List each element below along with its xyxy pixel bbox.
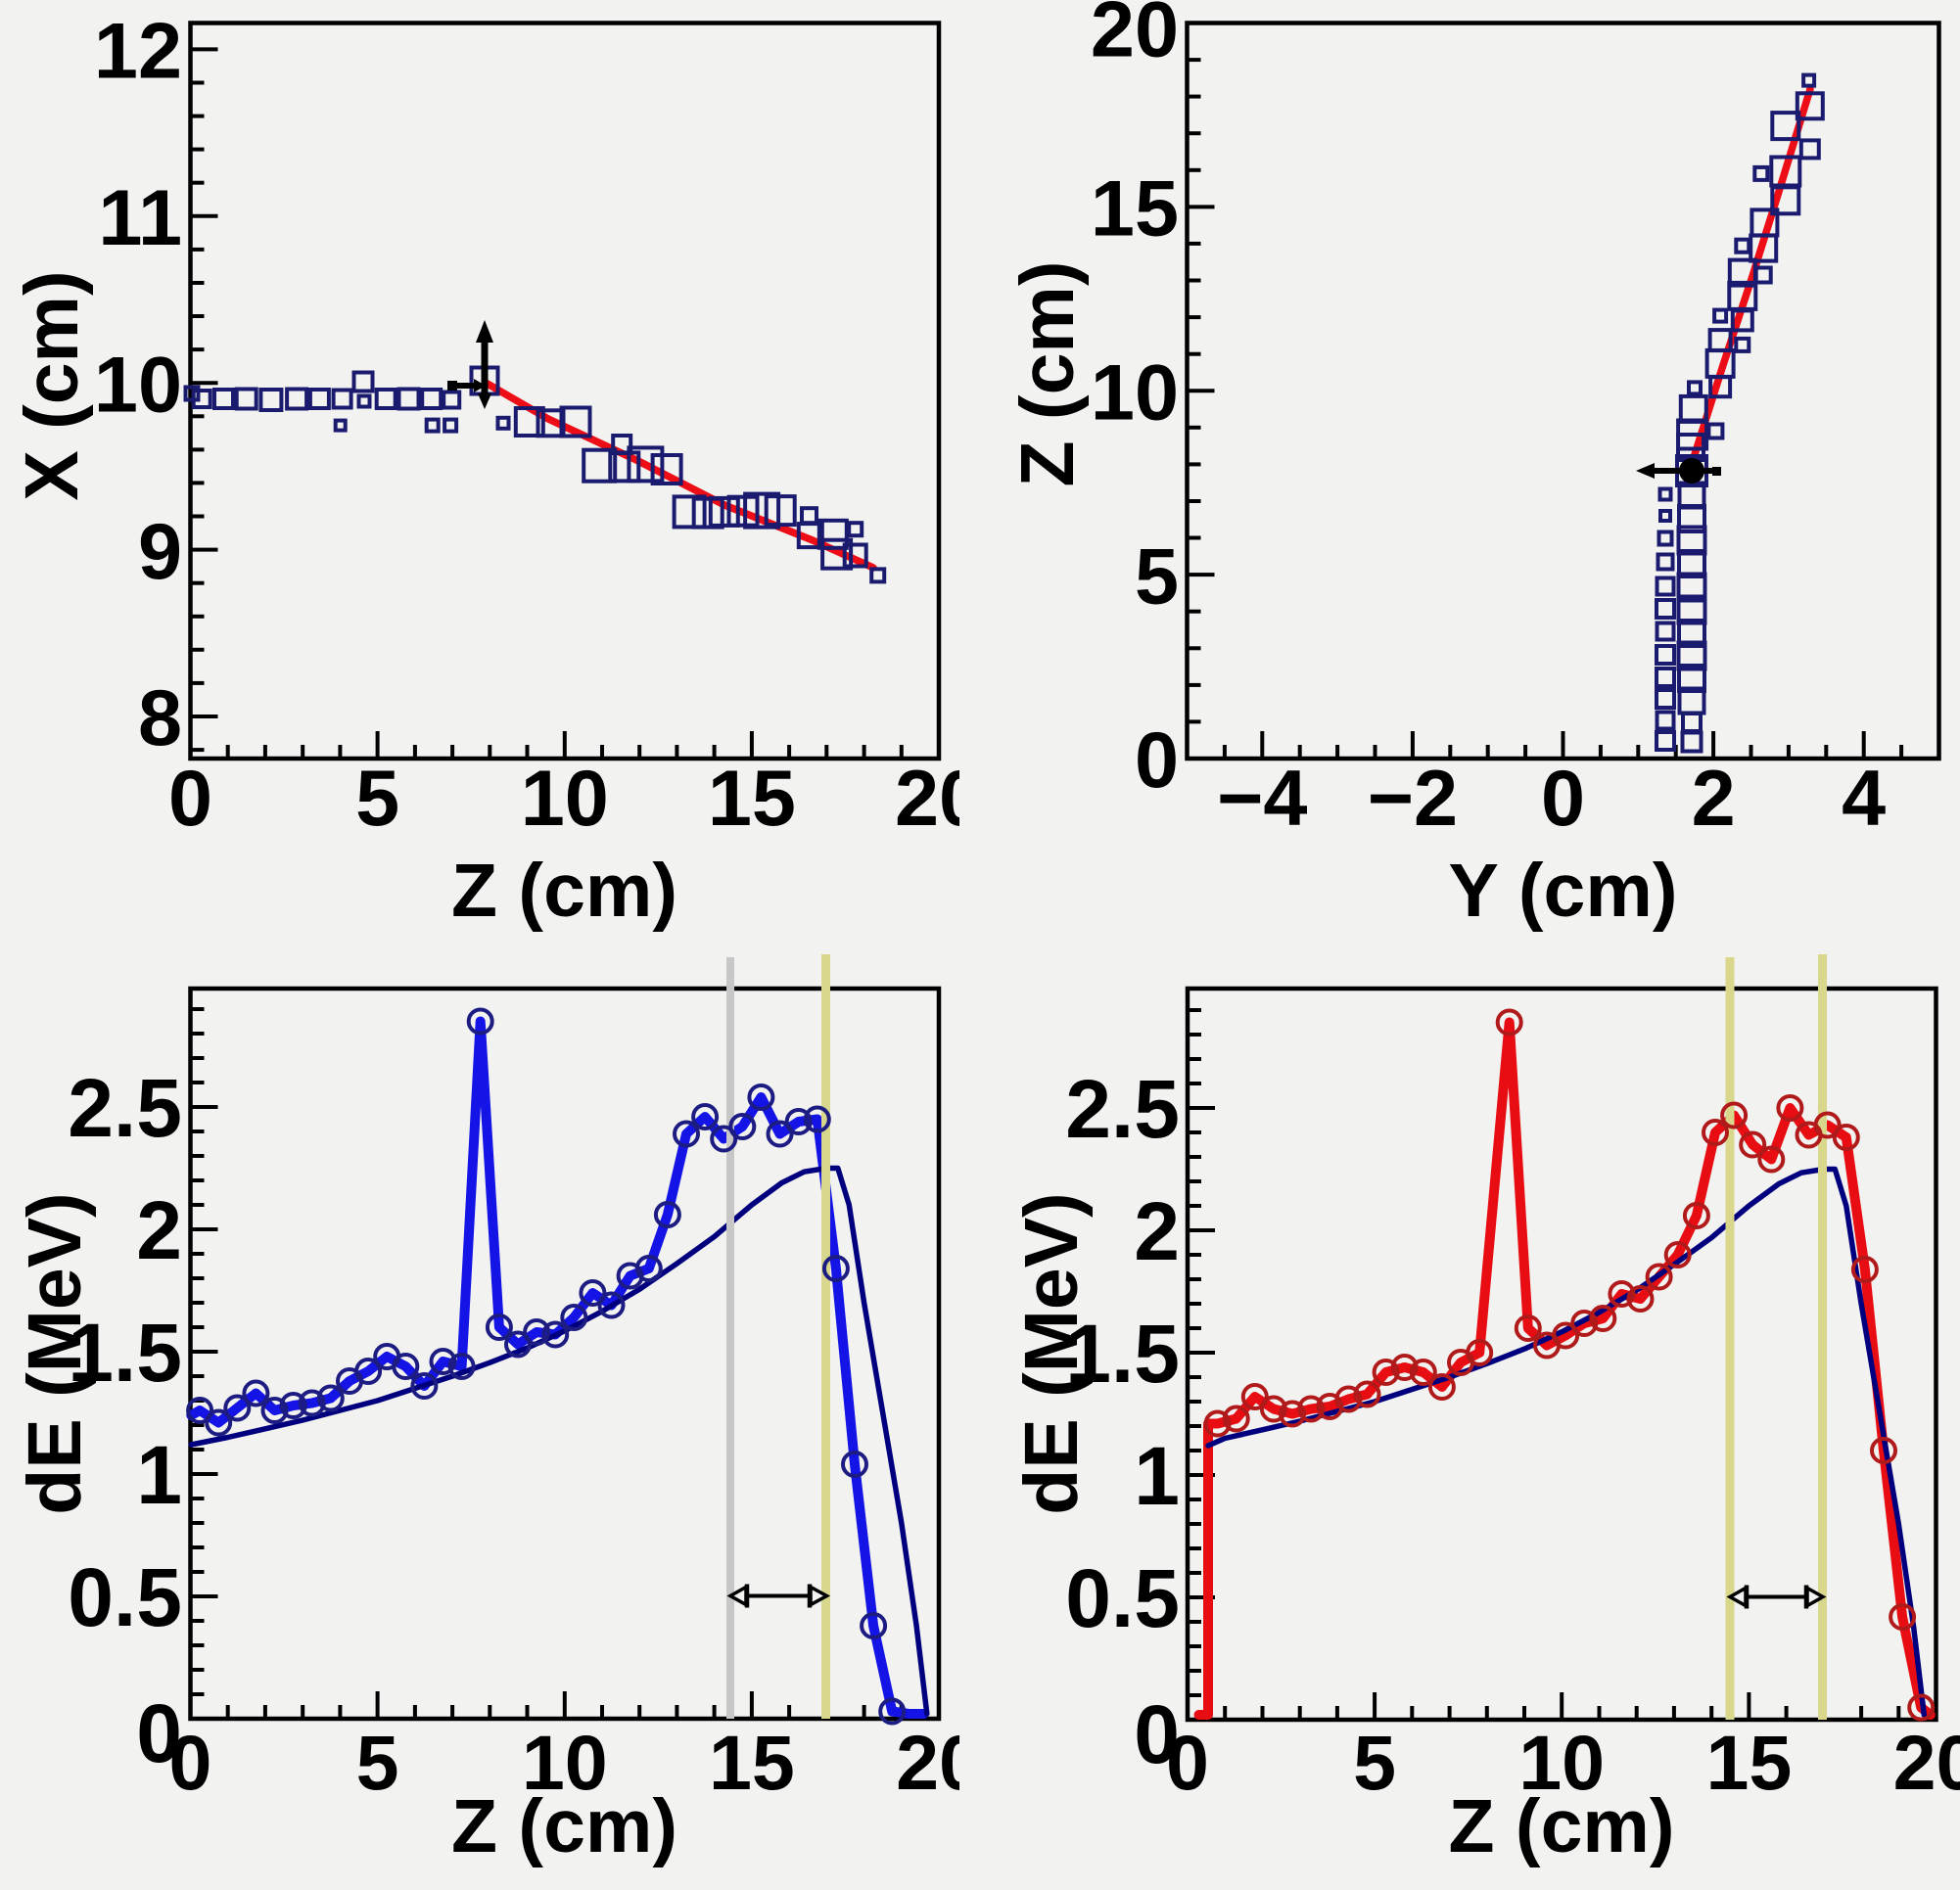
svg-text:10: 10 xyxy=(522,1719,608,1806)
svg-text:12: 12 xyxy=(94,8,182,96)
svg-text:dE (MeV): dE (MeV) xyxy=(13,1192,97,1514)
svg-text:2.5: 2.5 xyxy=(1065,1063,1180,1155)
svg-text:0: 0 xyxy=(1135,716,1179,805)
svg-text:0: 0 xyxy=(1134,1688,1180,1780)
svg-text:1: 1 xyxy=(136,1429,182,1521)
svg-text:0.5: 0.5 xyxy=(68,1551,182,1643)
svg-text:Z (cm): Z (cm) xyxy=(1449,1784,1675,1868)
svg-text:2: 2 xyxy=(1692,755,1736,843)
svg-text:Y (cm): Y (cm) xyxy=(1449,849,1678,933)
svg-text:0: 0 xyxy=(136,1687,182,1779)
svg-text:Z (cm): Z (cm) xyxy=(1005,261,1090,487)
svg-text:8: 8 xyxy=(138,674,182,762)
svg-text:11: 11 xyxy=(98,174,182,262)
svg-text:2.5: 2.5 xyxy=(68,1062,182,1154)
svg-text:20: 20 xyxy=(1893,1719,1960,1806)
svg-text:dE (MeV): dE (MeV) xyxy=(1009,1192,1094,1514)
svg-text:Z (cm): Z (cm) xyxy=(451,1784,677,1868)
svg-text:1.5: 1.5 xyxy=(1065,1308,1180,1400)
svg-text:9: 9 xyxy=(138,508,182,596)
svg-text:0: 0 xyxy=(169,1719,212,1806)
svg-text:10: 10 xyxy=(521,755,609,843)
svg-text:5: 5 xyxy=(1135,532,1179,621)
svg-text:10: 10 xyxy=(1518,1719,1605,1806)
svg-text:10: 10 xyxy=(1091,348,1179,437)
svg-text:0: 0 xyxy=(168,755,212,843)
svg-text:4: 4 xyxy=(1842,755,1886,843)
svg-text:2: 2 xyxy=(1134,1185,1180,1277)
svg-text:−2: −2 xyxy=(1368,755,1458,843)
svg-text:X (cm): X (cm) xyxy=(10,270,94,500)
svg-text:−4: −4 xyxy=(1217,755,1307,843)
svg-text:20: 20 xyxy=(1091,0,1179,74)
svg-text:15: 15 xyxy=(1705,1719,1792,1806)
svg-text:5: 5 xyxy=(356,1719,399,1806)
svg-text:0: 0 xyxy=(1166,1719,1209,1806)
svg-text:15: 15 xyxy=(709,1719,795,1806)
svg-text:0: 0 xyxy=(1541,755,1585,843)
svg-text:1.5: 1.5 xyxy=(68,1307,182,1399)
svg-text:15: 15 xyxy=(1091,165,1179,254)
svg-text:0.5: 0.5 xyxy=(1065,1552,1180,1644)
svg-text:15: 15 xyxy=(708,755,796,843)
svg-text:5: 5 xyxy=(355,755,399,843)
svg-text:10: 10 xyxy=(94,341,182,429)
svg-text:Z (cm): Z (cm) xyxy=(451,849,677,933)
svg-text:2: 2 xyxy=(136,1184,182,1276)
svg-text:5: 5 xyxy=(1353,1719,1396,1806)
svg-text:1: 1 xyxy=(1134,1430,1180,1522)
